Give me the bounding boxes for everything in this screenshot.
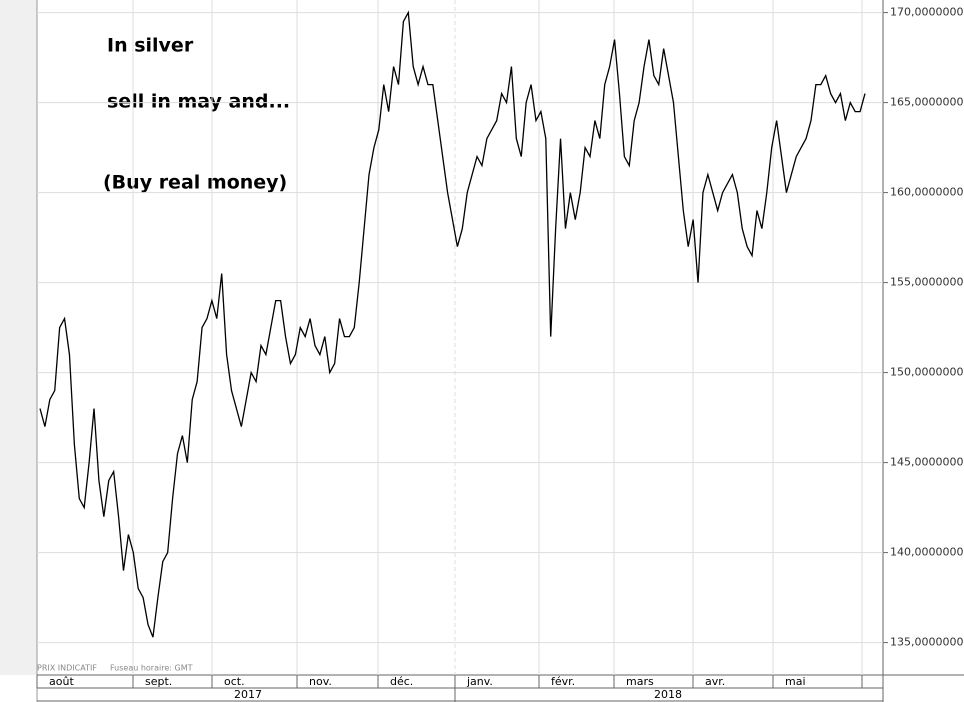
x-tick-label: avr. [705, 675, 725, 688]
annotation: (Buy real money) [103, 172, 287, 194]
y-tick-label: 170,0000000 [890, 6, 963, 19]
year-label: 2018 [654, 688, 682, 701]
y-tick-label: 160,0000000 [890, 186, 963, 199]
y-tick-label: 150,0000000 [890, 366, 963, 379]
y-tick-label: 140,0000000 [890, 546, 963, 559]
x-tick-label: oct. [224, 675, 245, 688]
x-tick-label: févr. [551, 675, 575, 688]
annotation: sell in may and... [107, 91, 290, 113]
x-tick-label: mars [626, 675, 654, 688]
note: PRIX INDICATIF [37, 664, 97, 673]
x-tick-label: août [49, 675, 74, 688]
annotation: In silver [107, 35, 194, 57]
note: Fuseau horaire: GMT [110, 664, 193, 673]
y-tick-label: 155,0000000 [890, 276, 963, 289]
year-label: 2017 [234, 688, 262, 701]
y-tick-label: 145,0000000 [890, 456, 963, 469]
x-tick-label: sept. [145, 675, 172, 688]
left-strip [0, 0, 37, 675]
x-tick-label: nov. [309, 675, 332, 688]
price-line [39, 10, 866, 638]
y-tick-label: 135,0000000 [890, 636, 963, 649]
x-tick-label: mai [785, 675, 806, 688]
x-tick-label: déc. [390, 675, 413, 688]
y-tick-label: 165,0000000 [890, 96, 963, 109]
x-tick-label: janv. [466, 675, 493, 688]
